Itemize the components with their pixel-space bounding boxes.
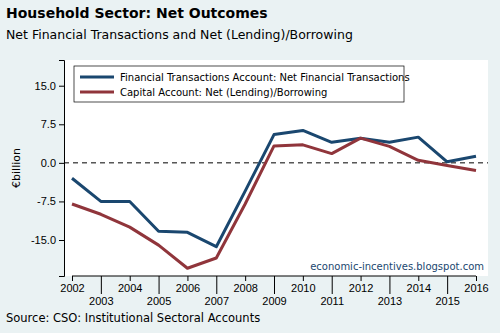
x-tick-mark xyxy=(245,276,246,281)
x-tick-mark xyxy=(187,276,188,281)
x-tick-mark xyxy=(447,276,448,294)
x-tick: 2012 xyxy=(349,276,373,294)
x-tick: 2007 xyxy=(205,276,229,307)
x-tick-label: 2005 xyxy=(147,295,171,307)
x-tick-label: 2007 xyxy=(205,295,229,307)
x-tick-label: 2011 xyxy=(320,295,344,307)
x-tick: 2003 xyxy=(89,276,113,307)
x-tick-label: 2003 xyxy=(89,295,113,307)
y-axis-line xyxy=(59,61,65,277)
x-tick-mark xyxy=(418,276,419,281)
y-tick: 7.5 xyxy=(41,118,64,130)
y-tick-mark xyxy=(59,86,64,87)
y-tick-mark xyxy=(59,240,64,241)
plot xyxy=(64,130,488,268)
y-tick: -7.5 xyxy=(37,195,64,207)
legend: Financial Transactions Account: Net Fina… xyxy=(74,66,410,102)
subtitle: Net Financial Transactions and Net (Lend… xyxy=(6,27,353,42)
x-tick-label: 2010 xyxy=(291,282,315,294)
x-tick-label: 2012 xyxy=(349,282,373,294)
legend-label: Financial Transactions Account: Net Fina… xyxy=(120,72,410,83)
x-tick-label: 2014 xyxy=(407,282,431,294)
x-tick: 2011 xyxy=(320,276,344,307)
x-tick-label: 2013 xyxy=(378,295,402,307)
series-line xyxy=(72,138,476,268)
x-tick: 2013 xyxy=(378,276,402,307)
title: Household Sector: Net Outcomes xyxy=(6,5,268,21)
y-tick-label: -15.0 xyxy=(31,234,56,246)
x-tick-mark xyxy=(274,276,275,294)
y-tick-label: -7.5 xyxy=(37,195,56,207)
x-tick: 2002 xyxy=(60,276,84,294)
x-tick-mark xyxy=(159,276,160,294)
x-tick-label: 2006 xyxy=(176,282,200,294)
x-tick-label: 2002 xyxy=(60,282,84,294)
y-axis-title: €billion xyxy=(10,148,23,188)
x-tick-label: 2004 xyxy=(118,282,142,294)
y-axis: -15.0 -7.5 0.0 7.5 15.0 xyxy=(31,61,65,277)
x-tick: 2005 xyxy=(147,276,171,307)
legend-swatch xyxy=(80,76,114,79)
source: Source: CSO: Institutional Sectoral Acco… xyxy=(6,311,260,325)
x-tick-mark xyxy=(130,276,131,281)
x-axis: 2002 2003 2004 2005 2006 2007 2008 2009 2010 2011… xyxy=(60,276,488,307)
plot-area xyxy=(64,60,488,276)
x-tick: 2009 xyxy=(262,276,286,307)
x-tick-mark xyxy=(303,276,304,281)
x-tick: 2004 xyxy=(118,276,142,294)
y-tick: -15.0 xyxy=(31,234,64,246)
y-tick-mark xyxy=(59,124,64,125)
x-tick: 2014 xyxy=(407,276,431,294)
x-tick: 2006 xyxy=(176,276,200,294)
x-tick-label: 2016 xyxy=(464,282,488,294)
annotation: economic-incentives.blogspot.com xyxy=(310,261,484,272)
x-tick-mark xyxy=(332,276,333,294)
x-tick-label: 2008 xyxy=(233,282,257,294)
legend-label: Capital Account: Net (Lending)/Borrowing xyxy=(120,87,327,98)
y-tick-label: 15.0 xyxy=(35,80,56,92)
x-tick-mark xyxy=(216,276,217,294)
x-tick: 2016 xyxy=(464,276,488,294)
x-tick-mark xyxy=(361,276,362,281)
x-tick-label: 2009 xyxy=(262,295,286,307)
legend-swatch xyxy=(80,91,114,94)
x-tick: 2015 xyxy=(435,276,459,307)
x-tick-label: 2015 xyxy=(435,295,459,307)
x-tick: 2010 xyxy=(291,276,315,294)
x-tick-mark xyxy=(389,276,390,294)
x-tick-mark xyxy=(72,276,73,281)
y-tick-mark xyxy=(59,201,64,202)
y-tick-label: 7.5 xyxy=(41,118,56,130)
y-tick: 15.0 xyxy=(35,80,64,92)
x-tick: 2008 xyxy=(233,276,257,294)
y-tick-label: 0.0 xyxy=(41,157,56,169)
x-tick-mark xyxy=(101,276,102,294)
y-tick-mark xyxy=(59,163,64,164)
background xyxy=(0,0,500,333)
y-tick: 0.0 xyxy=(41,157,64,169)
x-tick-mark xyxy=(476,276,477,281)
